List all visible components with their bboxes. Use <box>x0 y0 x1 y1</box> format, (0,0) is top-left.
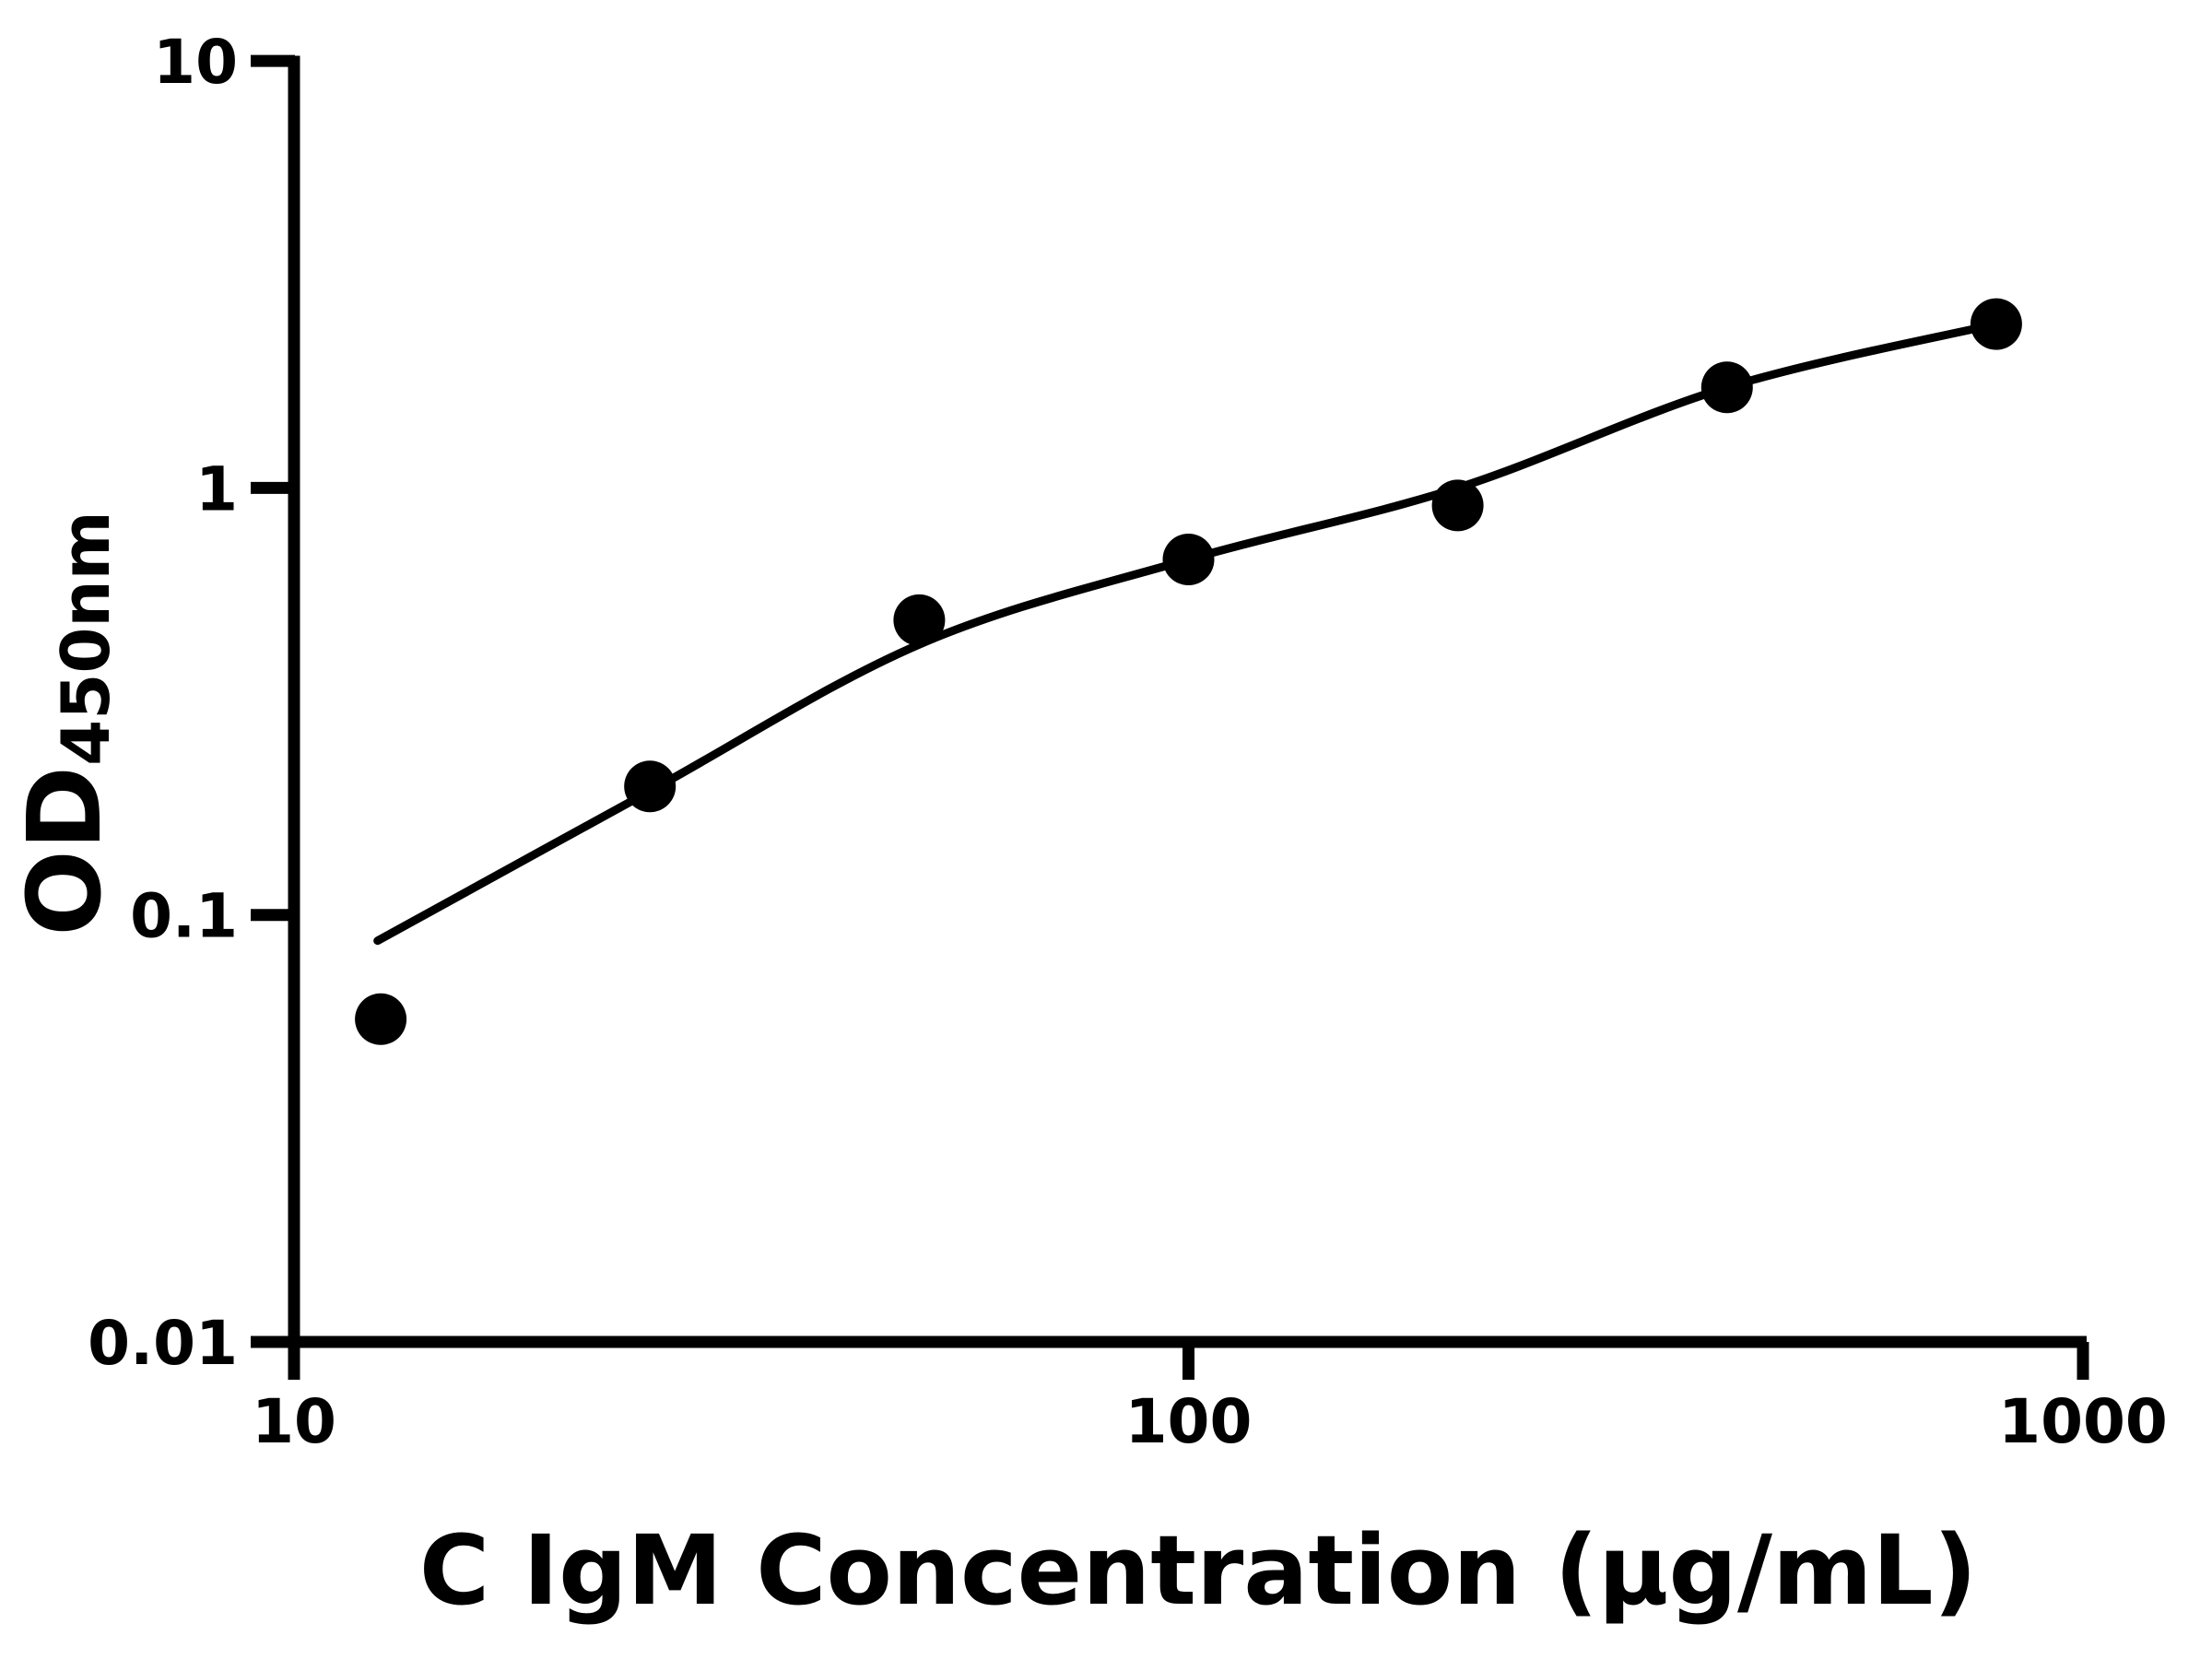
data-point <box>1431 479 1484 532</box>
y-axis-title-subscript: 450nm <box>47 511 124 766</box>
y-tick-label: 1 <box>195 453 238 524</box>
x-tick-label: 1000 <box>1998 1386 2168 1457</box>
x-axis-title: C IgM Concentration (μg/mL) <box>419 1514 1977 1627</box>
data-points <box>355 298 2022 1045</box>
x-tick-label: 100 <box>1125 1386 1253 1457</box>
x-tick-label: 10 <box>252 1386 336 1457</box>
axes <box>251 55 2087 1380</box>
data-point <box>893 594 946 646</box>
fit-curve-line <box>373 320 2001 946</box>
y-tick-label: 0.01 <box>88 1308 238 1379</box>
data-point <box>624 760 677 813</box>
y-tick-label: 10 <box>153 27 238 98</box>
data-point <box>355 993 407 1045</box>
y-tick-label: 0.1 <box>130 881 238 952</box>
y-axis-title-main: OD <box>6 766 124 936</box>
y-axis-title: OD450nm <box>6 511 124 935</box>
x-axis-ticks: 10 100 1000 <box>252 1342 2168 1457</box>
y-axis-ticks: 10 1 0.1 0.01 <box>88 27 295 1379</box>
data-point <box>1700 361 1753 414</box>
data-point <box>1970 298 2022 350</box>
data-point <box>1162 534 1215 585</box>
